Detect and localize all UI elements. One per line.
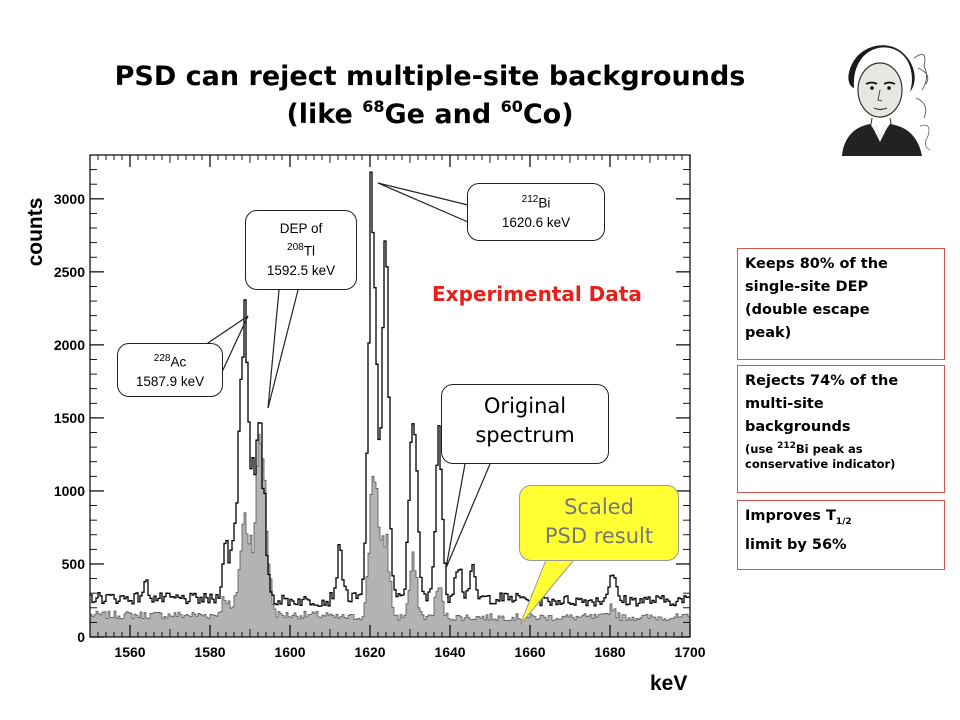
y-tick-label: 2000 [54, 337, 85, 353]
ac-mass: 228 [153, 353, 171, 364]
x-tick-label: 1660 [514, 644, 545, 660]
y-tick-label: 2500 [54, 264, 85, 280]
x-tick-label: 1640 [434, 644, 465, 660]
title-line-1: PSD can reject multiple-site backgrounds [114, 61, 746, 92]
tl-mass: 208 [287, 242, 304, 253]
dep-leader-line [267, 289, 299, 409]
bi-symbol: Bi [538, 195, 551, 211]
x-tick-label: 1680 [594, 644, 625, 660]
y-tick-label: 3000 [54, 191, 85, 207]
original-spectrum-series [90, 171, 690, 607]
psd-result-series [89, 433, 691, 638]
dep-line1: DEP of [279, 221, 323, 236]
ac-energy: 1587.9 keV [135, 373, 205, 389]
x-tick-label: 1600 [274, 644, 305, 660]
experimental-data-label: Experimental Data [432, 282, 642, 306]
callout-scaled-psd: Scaled PSD result [519, 485, 679, 561]
keeps-dep-box: Keeps 80% of the single-site DEP (double… [737, 248, 945, 360]
bi-energy: 1620.6 keV [501, 214, 571, 230]
bi-leader-line-2 [377, 182, 469, 223]
x-tick-label: 1620 [354, 644, 385, 660]
bi-leader-line [377, 182, 469, 206]
callout-bi212: 212Bi 1620.6 keV [467, 183, 605, 241]
portrait-sketch-image [842, 45, 931, 156]
dep-leader-line-2 [267, 289, 280, 409]
ac-leader-line-2 [204, 315, 249, 346]
x-tick-label: 1560 [114, 644, 145, 660]
bi-mass: 212 [521, 194, 539, 205]
original-leader-line-2 [445, 463, 491, 569]
bi-indicator-note: (use 212Bi peak as conservative indicato… [745, 441, 896, 471]
y-tick-label: 500 [62, 556, 86, 572]
ac-symbol: Ac [170, 354, 187, 370]
callout-dep-tl208: DEP of 208Tl 1592.5 keV [245, 210, 357, 290]
y-tick-label: 1000 [54, 483, 85, 499]
callout-ac228: 228Ac 1587.9 keV [117, 343, 223, 397]
tl-symbol: Tl [303, 243, 315, 259]
improves-limit-box: Improves T1/2 limit by 56% [737, 500, 945, 570]
y-tick-label: 0 [77, 629, 85, 645]
y-axis-title: counts [24, 198, 47, 267]
ac-leader-line [221, 315, 249, 373]
plot-frame [89, 154, 691, 638]
title-line-2: (like 68Ge and 60Co) [286, 97, 574, 131]
y-tick-label: 1500 [54, 410, 85, 426]
rejects-multisite-box: Rejects 74% of the multi-site background… [737, 365, 945, 493]
callout-original-spectrum: Original spectrum [441, 384, 609, 464]
x-tick-label: 1580 [194, 644, 225, 660]
psd-pointer [519, 554, 580, 626]
original-leader-line [445, 463, 466, 569]
dep-energy: 1592.5 keV [266, 262, 336, 278]
x-axis-title: keV [650, 672, 687, 695]
slide-title: PSD can reject multiple-site backgrounds… [100, 58, 760, 134]
x-tick-label: 1700 [674, 644, 705, 660]
